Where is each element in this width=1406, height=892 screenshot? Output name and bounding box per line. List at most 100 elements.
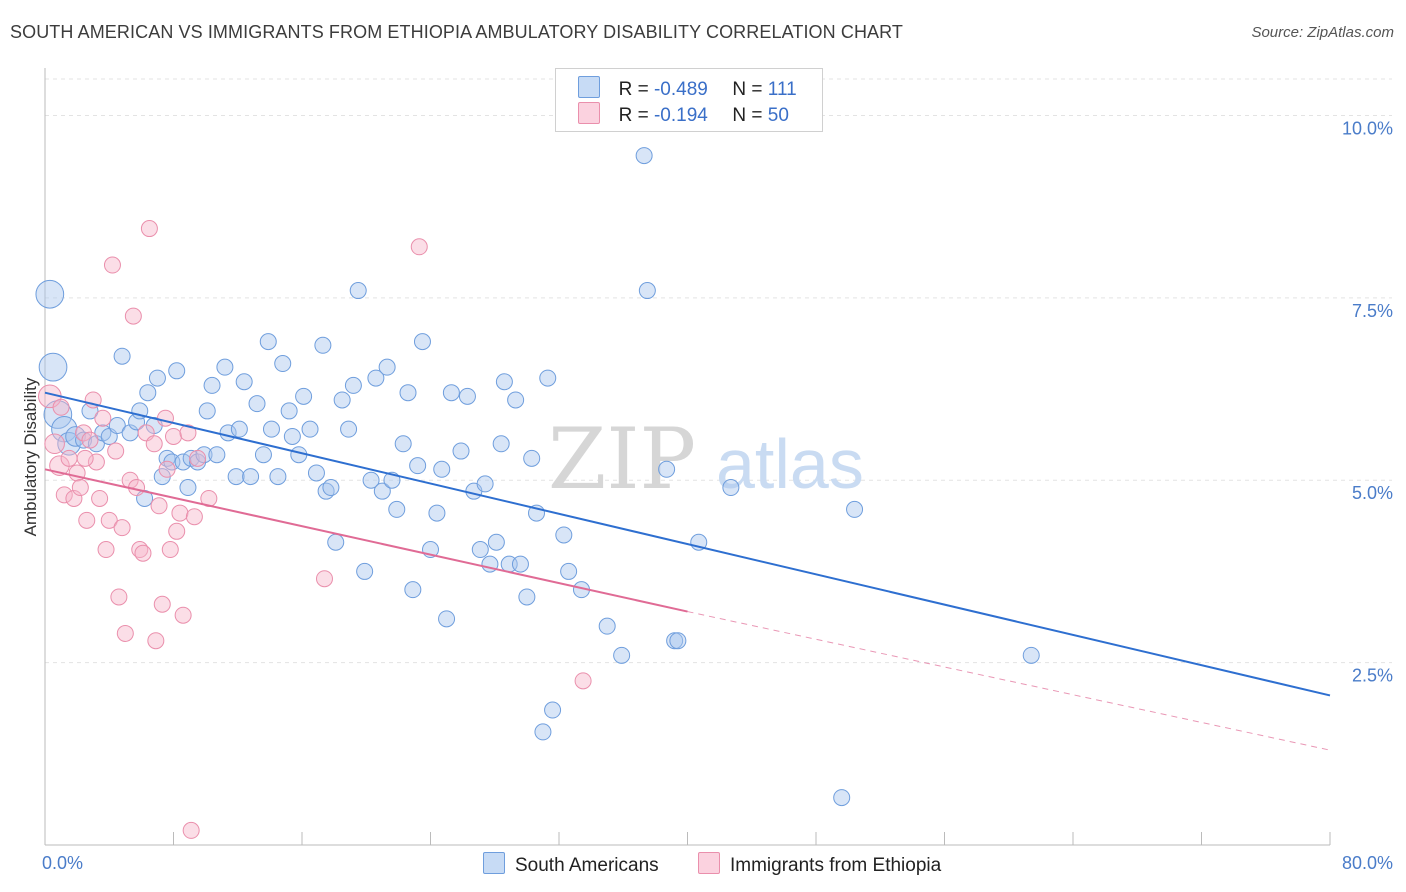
data-point <box>76 449 94 467</box>
data-point <box>44 433 65 455</box>
trend-line <box>44 468 688 613</box>
trend-lines <box>44 391 1331 751</box>
data-point <box>55 486 73 504</box>
watermark-zip: ZIP <box>548 410 696 508</box>
data-point <box>139 384 157 402</box>
legend-n-value: 50 <box>767 105 789 126</box>
data-point <box>153 595 171 613</box>
data-point <box>179 479 197 497</box>
data-point <box>492 435 510 453</box>
data-point <box>248 395 266 413</box>
data-point <box>487 533 505 551</box>
data-point <box>598 617 616 635</box>
data-point <box>428 504 446 522</box>
data-point <box>555 526 573 544</box>
legend-n-label: N = <box>732 79 763 100</box>
data-point <box>208 446 226 464</box>
legend-swatch-blue <box>578 76 600 98</box>
data-point <box>344 376 362 394</box>
data-point <box>189 449 207 467</box>
data-point <box>349 282 367 300</box>
data-point <box>658 460 676 478</box>
data-point <box>452 442 470 460</box>
data-point <box>75 424 93 442</box>
data-point <box>171 504 189 522</box>
data-point <box>65 489 83 507</box>
data-point <box>327 533 345 551</box>
bottom-legend-south-americans: South Americans <box>483 852 659 877</box>
data-point <box>52 398 70 416</box>
data-point <box>511 555 529 573</box>
watermark: ZIP atlas <box>548 410 864 508</box>
data-point <box>100 511 118 529</box>
y-tick-label: 7.5% <box>1352 301 1393 321</box>
y-tick-label: 2.5% <box>1352 666 1393 686</box>
data-point <box>140 220 158 238</box>
data-point <box>399 384 417 402</box>
data-point <box>574 672 592 690</box>
data-point <box>635 147 653 165</box>
data-point <box>113 347 131 365</box>
data-point <box>148 369 166 387</box>
data-point <box>87 453 105 471</box>
grid-lines <box>45 78 1392 664</box>
data-point <box>35 279 65 309</box>
data-point <box>174 606 192 624</box>
data-point <box>107 442 125 460</box>
data-point <box>38 352 68 382</box>
data-point <box>669 632 687 650</box>
data-point <box>367 369 385 387</box>
data-point <box>476 475 494 493</box>
data-point <box>108 417 126 435</box>
legend-r-label: R = <box>618 79 649 100</box>
data-point <box>124 307 142 325</box>
data-point <box>495 373 513 391</box>
data-point <box>242 468 260 486</box>
series-south-americans <box>35 147 1040 807</box>
bottom-legend-label: Immigrants from Ethiopia <box>730 855 942 876</box>
data-point <box>189 453 207 471</box>
data-point <box>295 387 313 405</box>
data-point <box>254 446 272 464</box>
data-point <box>373 482 391 500</box>
data-point <box>235 373 253 391</box>
data-point <box>340 420 358 438</box>
data-point <box>161 541 179 559</box>
trend-line <box>44 391 1331 697</box>
data-point <box>544 701 562 719</box>
data-point <box>410 238 428 256</box>
legend-row-ethiopia: R = -0.194 N = 50 <box>578 102 789 126</box>
data-point <box>60 449 78 467</box>
watermark-atlas: atlas <box>716 425 864 503</box>
correlation-legend: R = -0.489 N = 111 R = -0.194 N = 50 <box>555 68 823 132</box>
trend-line-extension <box>687 611 1331 751</box>
data-point <box>507 391 525 409</box>
data-point <box>333 391 351 409</box>
data-point <box>833 789 851 807</box>
data-point <box>458 387 476 405</box>
data-point <box>103 256 121 274</box>
y-tick-label: 10.0% <box>1342 118 1393 138</box>
data-point <box>283 427 301 445</box>
bottom-legend-swatch-pink <box>698 852 720 874</box>
data-point <box>356 562 374 580</box>
data-point <box>269 468 287 486</box>
x-tick-label: 80.0% <box>1342 853 1393 873</box>
data-point <box>314 336 332 354</box>
legend-n-value: 111 <box>767 79 797 100</box>
data-point <box>156 409 174 427</box>
data-point <box>113 519 131 537</box>
data-point <box>185 508 203 526</box>
data-point <box>409 457 427 475</box>
data-point <box>442 384 460 402</box>
data-point <box>613 646 631 664</box>
data-point <box>471 541 489 559</box>
data-point <box>534 723 552 741</box>
y-tick-label: 5.0% <box>1352 483 1393 503</box>
axes <box>44 68 1331 846</box>
data-point <box>722 479 740 497</box>
data-point <box>259 333 277 351</box>
data-point <box>322 479 340 497</box>
data-point <box>1022 646 1040 664</box>
